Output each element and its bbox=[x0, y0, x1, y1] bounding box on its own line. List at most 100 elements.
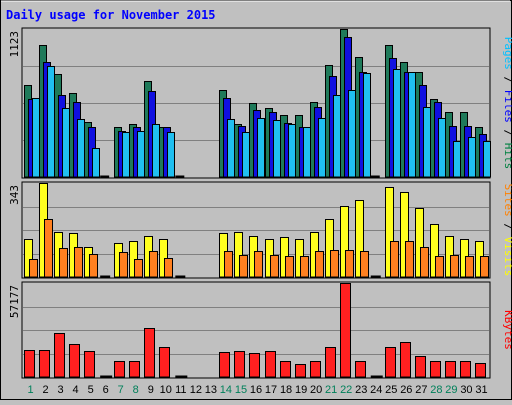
legend-entry: Pages bbox=[502, 37, 512, 70]
bar-visits-sites-day-7 bbox=[119, 252, 128, 278]
bar-visits-sites-day-8 bbox=[134, 259, 143, 278]
bar-visits-sites-day-9 bbox=[149, 251, 158, 278]
panel-kbytes-legend-label: KBytes bbox=[502, 310, 512, 350]
panel-kbytes-ymax-label: 57177 bbox=[8, 285, 21, 318]
legend-entry: / bbox=[502, 217, 512, 237]
x-tick-label-day-29: 29 bbox=[445, 384, 457, 396]
bar-visits-sites-day-14 bbox=[224, 251, 233, 278]
bar-kbytes-kbytes-day-4 bbox=[69, 344, 80, 378]
panel-hits-legend-label: Pages / Files / Hits bbox=[502, 37, 512, 170]
chart-title: Daily usage for November 2015 bbox=[6, 8, 216, 22]
x-tick-label-day-17: 17 bbox=[265, 384, 277, 396]
bar-hits-pages-day-19 bbox=[303, 127, 311, 178]
bar-hits-pages-day-23 bbox=[363, 73, 371, 178]
bar-kbytes-kbytes-day-29 bbox=[445, 361, 456, 378]
bar-visits-visits-day-26 bbox=[400, 192, 409, 278]
bar-visits-sites-day-15 bbox=[239, 255, 248, 278]
legend-entry: Hits bbox=[502, 143, 512, 170]
bar-kbytes-kbytes-day-23 bbox=[355, 361, 366, 378]
bar-visits-sites-day-21 bbox=[330, 250, 339, 278]
bar-kbytes-kbytes-day-5 bbox=[84, 351, 95, 378]
legend-entry: KBytes bbox=[502, 310, 512, 350]
bar-hits-pages-day-27 bbox=[423, 107, 431, 178]
x-tick-label-day-26: 26 bbox=[400, 384, 412, 396]
x-tick-label-day-18: 18 bbox=[280, 384, 292, 396]
bar-hits-pages-day-14 bbox=[227, 119, 235, 178]
legend-entry: Sites bbox=[502, 184, 512, 217]
bar-kbytes-kbytes-day-1 bbox=[24, 350, 35, 378]
x-tick-label-day-6: 6 bbox=[103, 384, 109, 396]
bar-hits-pages-day-22 bbox=[348, 90, 356, 178]
x-tick-label-day-31: 31 bbox=[475, 384, 487, 396]
bar-visits-sites-day-28 bbox=[435, 256, 444, 278]
x-tick-label-day-7: 7 bbox=[118, 384, 124, 396]
x-tick-label-day-24: 24 bbox=[370, 384, 382, 396]
x-tick-label-day-20: 20 bbox=[310, 384, 322, 396]
x-tick-label-day-2: 2 bbox=[42, 384, 48, 396]
legend-entry: Files bbox=[502, 90, 512, 123]
x-tick-label-day-25: 25 bbox=[385, 384, 397, 396]
bar-kbytes-kbytes-day-22 bbox=[340, 283, 351, 378]
bar-kbytes-kbytes-day-3 bbox=[54, 333, 65, 378]
x-tick-label-day-8: 8 bbox=[133, 384, 139, 396]
bar-kbytes-kbytes-day-7 bbox=[114, 361, 125, 378]
panel-visits-ymax-label: 343 bbox=[8, 185, 21, 205]
bar-hits-pages-day-28 bbox=[438, 118, 446, 178]
bar-visits-sites-day-31 bbox=[480, 256, 489, 278]
x-tick-label-day-16: 16 bbox=[250, 384, 262, 396]
x-tick-label-day-19: 19 bbox=[295, 384, 307, 396]
bar-visits-visits-day-22 bbox=[340, 206, 349, 278]
bar-hits-pages-day-5 bbox=[92, 148, 100, 178]
x-tick-label-day-15: 15 bbox=[235, 384, 247, 396]
bar-kbytes-kbytes-day-28 bbox=[430, 361, 441, 378]
x-tick-label-day-5: 5 bbox=[88, 384, 94, 396]
bar-kbytes-kbytes-day-21 bbox=[325, 347, 336, 378]
bar-hits-pages-day-3 bbox=[62, 108, 70, 178]
x-tick-label-day-12: 12 bbox=[190, 384, 202, 396]
x-tick-label-day-1: 1 bbox=[27, 384, 33, 396]
x-tick-label-day-13: 13 bbox=[205, 384, 217, 396]
bar-kbytes-kbytes-day-18 bbox=[280, 361, 291, 378]
x-tick-label-day-14: 14 bbox=[220, 384, 232, 396]
x-tick-label-day-30: 30 bbox=[460, 384, 472, 396]
bar-visits-visits-day-1 bbox=[24, 239, 33, 278]
panel-hits-ymax-label: 1123 bbox=[8, 31, 21, 58]
bar-kbytes-kbytes-day-14 bbox=[219, 352, 230, 378]
bar-visits-sites-day-29 bbox=[450, 255, 459, 278]
bar-hits-pages-day-10 bbox=[167, 132, 175, 178]
bar-kbytes-kbytes-day-9 bbox=[144, 328, 155, 378]
bar-visits-sites-day-17 bbox=[270, 255, 279, 278]
legend-entry: / bbox=[502, 123, 512, 143]
bar-kbytes-kbytes-day-26 bbox=[400, 342, 411, 378]
bar-visits-sites-day-5 bbox=[89, 254, 98, 278]
bar-hits-pages-day-15 bbox=[242, 132, 250, 178]
bar-kbytes-kbytes-day-10 bbox=[159, 347, 170, 378]
bar-kbytes-kbytes-day-19 bbox=[295, 364, 306, 378]
bar-hits-pages-day-8 bbox=[137, 131, 145, 178]
bar-visits-sites-day-19 bbox=[300, 256, 309, 278]
bar-hits-pages-day-7 bbox=[122, 132, 130, 178]
bar-visits-visits-day-21 bbox=[325, 219, 334, 278]
bar-visits-sites-day-3 bbox=[59, 248, 68, 278]
x-tick-label-day-10: 10 bbox=[160, 384, 172, 396]
bar-visits-visits-day-23 bbox=[355, 200, 364, 278]
x-tick-label-day-4: 4 bbox=[73, 384, 79, 396]
bar-visits-visits-day-25 bbox=[385, 187, 394, 278]
bar-visits-sites-day-20 bbox=[315, 251, 324, 278]
bar-kbytes-kbytes-day-30 bbox=[460, 361, 471, 378]
x-tick-label-day-22: 22 bbox=[340, 384, 352, 396]
bar-kbytes-kbytes-day-8 bbox=[129, 361, 140, 378]
bar-visits-sites-day-18 bbox=[285, 256, 294, 278]
bar-visits-sites-day-27 bbox=[420, 247, 429, 278]
bar-visits-sites-day-26 bbox=[405, 241, 414, 278]
bar-visits-visits-day-27 bbox=[415, 208, 424, 278]
x-tick-label-day-23: 23 bbox=[355, 384, 367, 396]
bar-kbytes-kbytes-day-27 bbox=[415, 356, 426, 378]
bar-hits-pages-day-29 bbox=[453, 141, 461, 178]
bar-visits-visits-day-15 bbox=[234, 232, 243, 278]
bar-hits-pages-day-2 bbox=[47, 66, 55, 178]
x-tick-label-day-21: 21 bbox=[325, 384, 337, 396]
bar-kbytes-kbytes-day-16 bbox=[249, 353, 260, 378]
